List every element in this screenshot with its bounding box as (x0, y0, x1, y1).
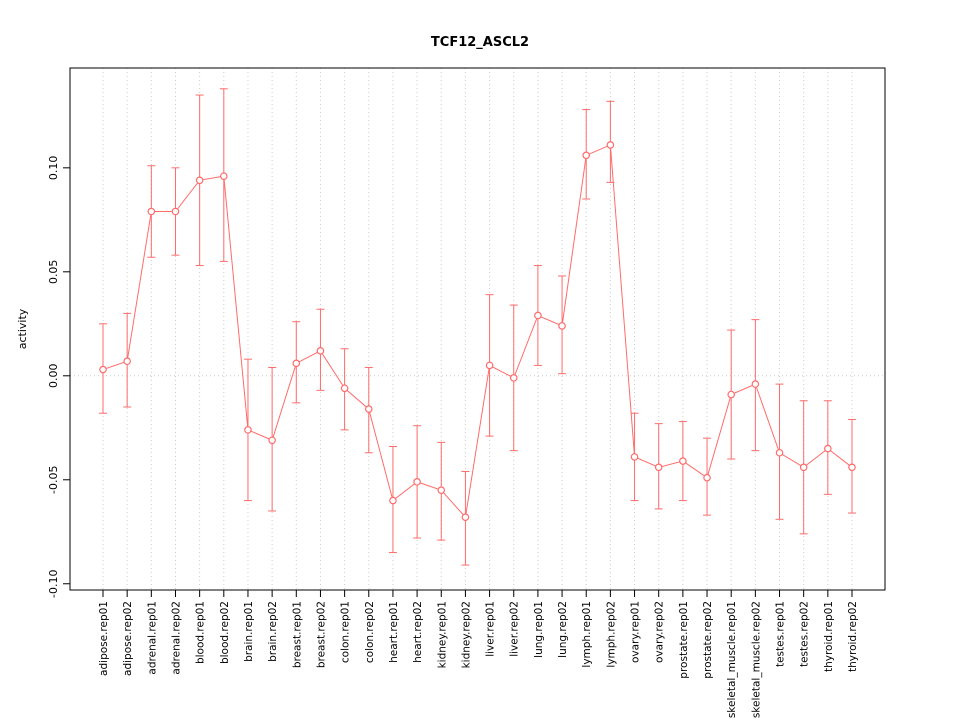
x-tick-label: breast.rep02 (315, 601, 327, 668)
x-tick-label: lung.rep02 (557, 601, 569, 658)
y-axis-label: activity (16, 308, 29, 349)
data-point (727, 390, 735, 399)
y-axis: -0.10 -0.05 0.00 0.05 0.10 (47, 156, 70, 598)
y-tick-label: -0.10 (47, 570, 60, 598)
x-tick-label: blood.rep01 (195, 601, 207, 664)
x-tick-label: adipose.rep02 (122, 601, 134, 676)
x-tick-label: skeletal_muscle.rep02 (750, 601, 762, 718)
x-tick-label: lymph.rep02 (605, 601, 617, 668)
data-point (268, 436, 276, 445)
data-point (413, 478, 421, 486)
data-point (389, 496, 397, 505)
data-point (99, 365, 107, 374)
x-tick-label: kidney.rep01 (436, 601, 448, 668)
data-point (171, 207, 180, 216)
data-point (703, 473, 711, 482)
y-tick-label: 0.00 (47, 364, 60, 389)
data-point (461, 513, 470, 522)
x-tick-label: heart.rep02 (412, 601, 424, 663)
data-point (824, 444, 832, 453)
data-point (147, 207, 156, 216)
data-point (654, 463, 663, 472)
x-tick-label: thyroid.rep02 (847, 601, 859, 672)
data-point (509, 374, 518, 382)
data-point (437, 486, 446, 494)
x-tick-label: liver.rep01 (485, 601, 497, 657)
data-point (606, 141, 615, 149)
y-tick-label: -0.05 (47, 466, 60, 494)
x-tick-label: brain.rep02 (267, 601, 279, 662)
data-line (102, 144, 853, 519)
data-point (340, 384, 349, 393)
x-tick-label: skeletal_muscle.rep01 (726, 601, 738, 718)
x-tick-label: prostate.rep02 (702, 601, 714, 679)
data-point (292, 359, 301, 368)
data-point (558, 322, 566, 330)
data-point (799, 463, 808, 472)
data-point (316, 347, 325, 355)
x-tick-label: heart.rep01 (388, 601, 400, 663)
data-point (244, 426, 252, 434)
x-tick-label: kidney.rep02 (460, 601, 472, 668)
x-tick-label: testes.rep02 (799, 601, 811, 667)
data-point (751, 380, 760, 388)
x-tick-label: adrenal.rep02 (170, 601, 182, 675)
x-tick-label: brain.rep01 (243, 601, 255, 662)
data-point (364, 405, 373, 413)
x-tick-label: adrenal.rep01 (146, 601, 158, 675)
x-tick-label: adipose.rep01 (98, 601, 110, 676)
x-tick-label: lung.rep01 (533, 601, 545, 658)
error-bars (99, 88, 856, 566)
data-point (630, 453, 639, 461)
data-point (534, 311, 542, 320)
data-point (679, 457, 687, 465)
x-tick-label: breast.rep01 (291, 601, 303, 668)
x-tick-label: blood.rep02 (219, 601, 231, 664)
x-tick-label: prostate.rep01 (678, 601, 690, 679)
x-tick-label: testes.rep01 (775, 601, 787, 667)
x-axis: adipose.rep01 adipose.rep02 adrenal.rep01 a… (98, 590, 859, 718)
x-tick-label: colon.rep01 (340, 601, 352, 663)
data-point (848, 463, 856, 472)
x-tick-label: liver.rep02 (509, 601, 521, 657)
data-point (775, 448, 784, 457)
plot-border (69, 67, 886, 591)
y-tick-label: 0.10 (47, 156, 60, 181)
x-tick-label: lymph.rep01 (581, 601, 593, 668)
y-tick-label: 0.05 (47, 260, 60, 285)
chart-title: TCF12_ASCL2 (431, 35, 529, 50)
x-tick-label: thyroid.rep01 (823, 601, 835, 672)
gridlines (70, 68, 885, 590)
x-tick-label: colon.rep02 (364, 601, 376, 663)
data-point (220, 172, 228, 180)
data-point (582, 151, 591, 160)
data-point (485, 361, 494, 370)
x-tick-label: ovary.rep02 (654, 601, 666, 663)
data-point (123, 357, 131, 366)
x-tick-label: ovary.rep01 (630, 601, 642, 663)
data-point (195, 176, 204, 185)
data-points (99, 141, 856, 522)
